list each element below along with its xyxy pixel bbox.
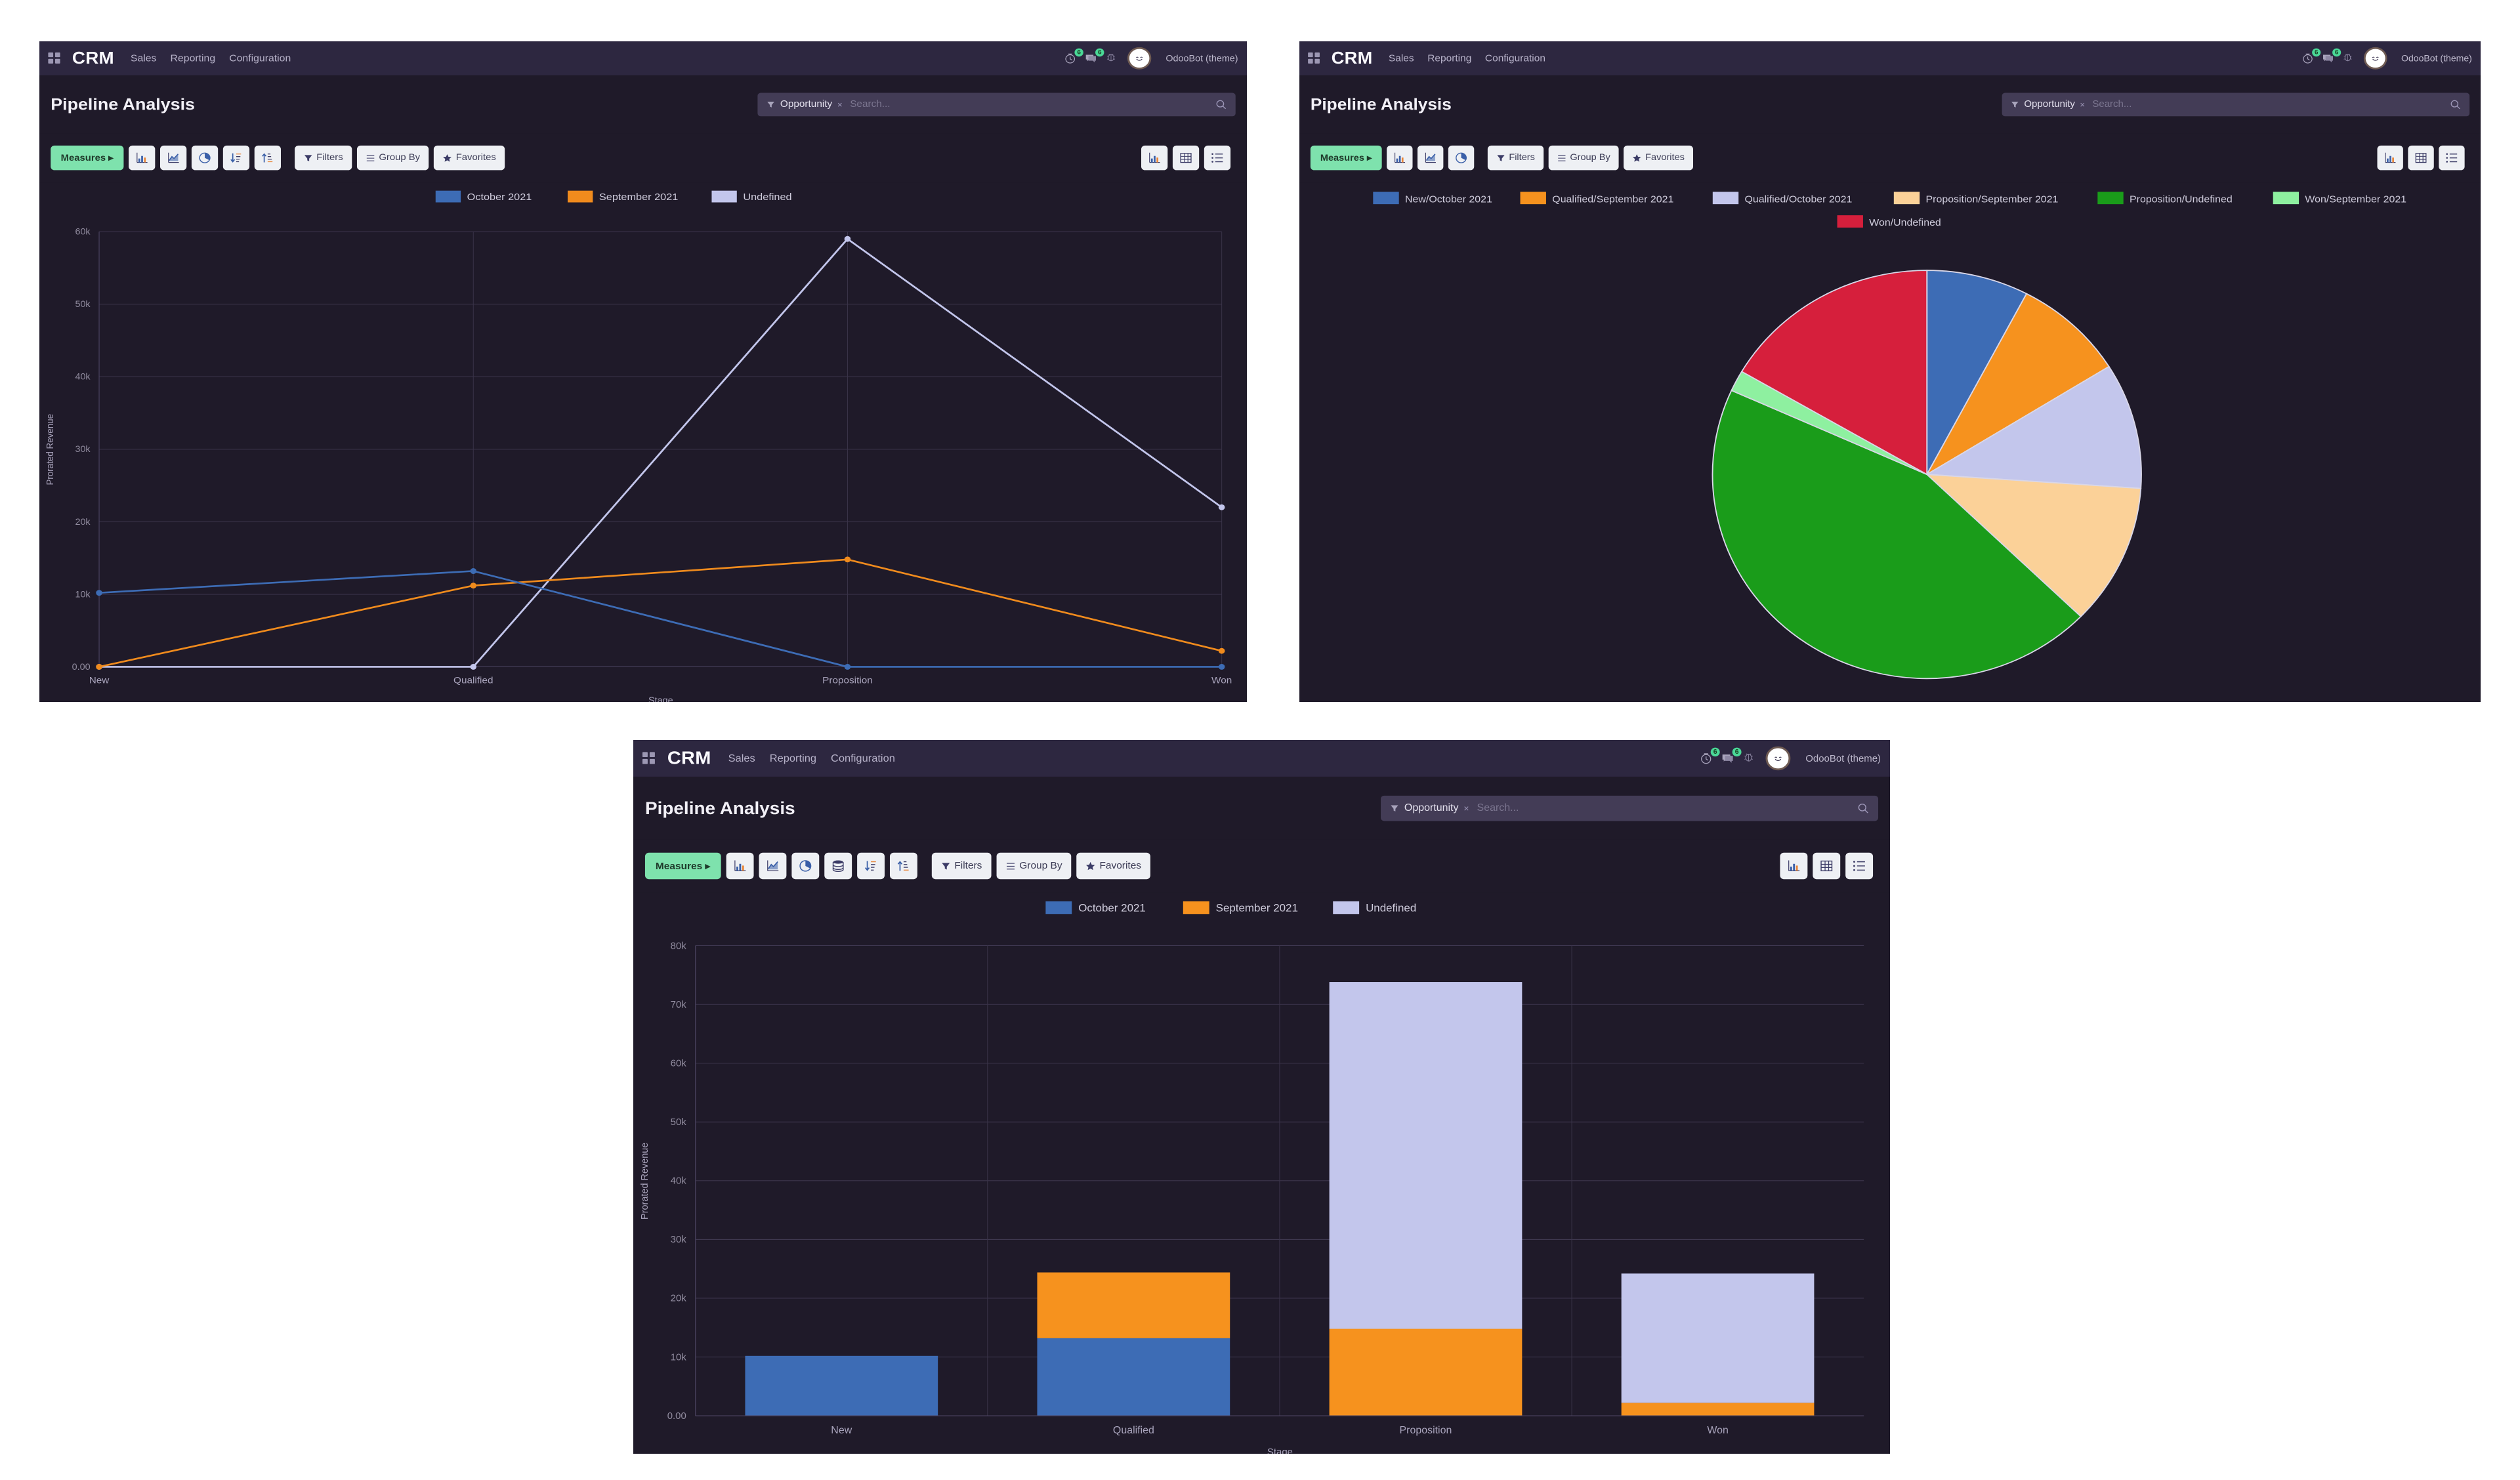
svg-text:Proposition: Proposition <box>1400 1425 1452 1436</box>
svg-text:70k: 70k <box>671 1000 687 1010</box>
svg-text:Qualified/October 2021: Qualified/October 2021 <box>1745 194 1853 205</box>
svg-text:Proposition: Proposition <box>822 676 873 686</box>
svg-text:October 2021: October 2021 <box>1078 902 1146 915</box>
svg-text:New: New <box>831 1425 852 1436</box>
svg-text:Stage: Stage <box>648 695 673 702</box>
svg-text:20k: 20k <box>671 1294 687 1304</box>
svg-text:Undefined: Undefined <box>1366 902 1416 915</box>
svg-text:50k: 50k <box>75 299 90 309</box>
svg-text:Proposition/Undefined: Proposition/Undefined <box>2130 194 2233 205</box>
svg-text:Won: Won <box>1707 1425 1729 1436</box>
svg-text:Won/September 2021: Won/September 2021 <box>2305 194 2406 205</box>
svg-text:September 2021: September 2021 <box>599 192 678 202</box>
svg-text:0.00: 0.00 <box>667 1411 686 1422</box>
svg-text:Prorated Revenue: Prorated Revenue <box>45 414 56 485</box>
svg-text:10k: 10k <box>75 589 90 599</box>
svg-text:60k: 60k <box>671 1059 687 1069</box>
svg-text:Qualified/September 2021: Qualified/September 2021 <box>1552 194 1673 205</box>
svg-text:30k: 30k <box>671 1235 687 1245</box>
svg-text:New/October 2021: New/October 2021 <box>1405 194 1492 205</box>
svg-text:40k: 40k <box>671 1176 687 1187</box>
svg-text:40k: 40k <box>75 371 90 381</box>
svg-text:Prorated Revenue: Prorated Revenue <box>640 1143 650 1220</box>
svg-text:Stage: Stage <box>1267 1447 1293 1454</box>
svg-text:50k: 50k <box>671 1117 687 1128</box>
svg-text:October 2021: October 2021 <box>467 192 532 202</box>
svg-text:60k: 60k <box>75 226 90 236</box>
svg-text:Won/Undefined: Won/Undefined <box>1869 218 1941 229</box>
svg-text:Won: Won <box>1211 676 1232 686</box>
svg-text:September 2021: September 2021 <box>1216 902 1298 915</box>
svg-text:Qualified: Qualified <box>1113 1425 1154 1436</box>
svg-text:Undefined: Undefined <box>743 192 791 202</box>
svg-text:Qualified: Qualified <box>453 676 493 686</box>
svg-text:80k: 80k <box>671 941 687 952</box>
svg-text:0.00: 0.00 <box>72 661 91 671</box>
svg-text:30k: 30k <box>75 444 90 454</box>
svg-text:New: New <box>89 676 110 686</box>
svg-text:20k: 20k <box>75 516 90 526</box>
svg-text:10k: 10k <box>671 1353 687 1363</box>
svg-text:Proposition/September 2021: Proposition/September 2021 <box>1926 194 2059 205</box>
